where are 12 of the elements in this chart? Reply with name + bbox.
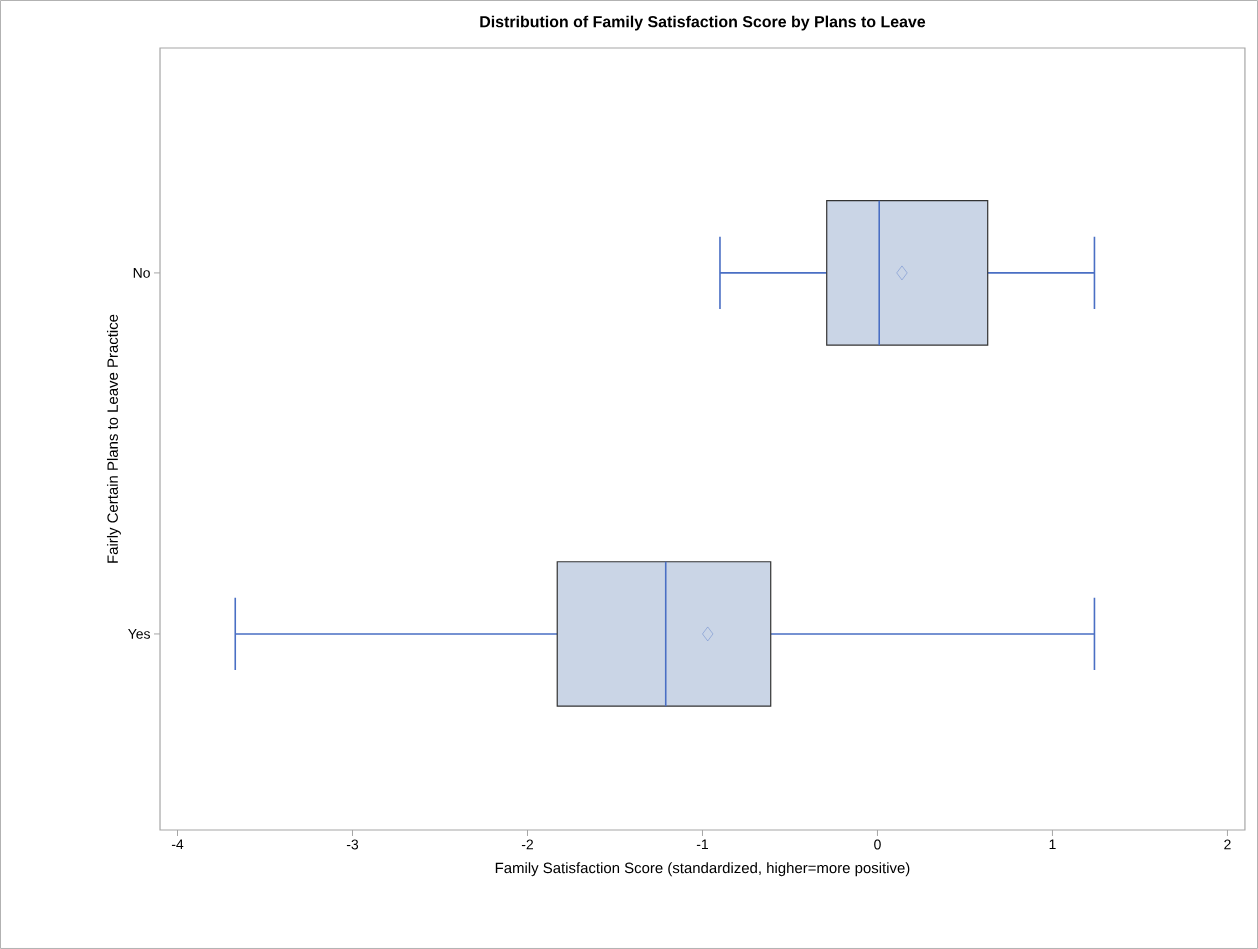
y-axis-title: Fairly Certain Plans to Leave Practice (106, 314, 121, 563)
x-tick-label: -1 (696, 839, 708, 850)
y-tick-label: Yes (128, 629, 150, 639)
chart-title: Distribution of Family Satisfaction Score by Plans to Leave (480, 15, 926, 31)
x-tick-label: -3 (346, 839, 359, 850)
x-axis-title: Family Satisfaction Score (standardized, higher=more positive) (495, 862, 910, 877)
x-tick-label: -2 (521, 839, 533, 850)
y-tick-label: No (133, 268, 150, 278)
x-tick-label: 0 (874, 839, 881, 850)
x-tick-label: -4 (171, 839, 184, 850)
x-tick-label: 2 (1224, 839, 1231, 850)
x-tick-label: 1 (1049, 839, 1056, 850)
